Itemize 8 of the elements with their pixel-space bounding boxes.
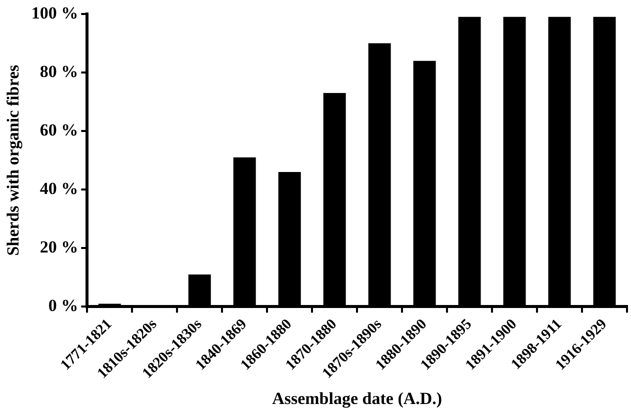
- x-axis-title: Assemblage date (A.D.): [272, 389, 442, 408]
- y-tick-label: 40 %: [40, 178, 78, 198]
- y-tick-label: 80 %: [40, 62, 78, 81]
- y-tick-label: 100 %: [31, 3, 78, 22]
- y-tick-label: 60 %: [40, 120, 78, 140]
- y-axis-title: Sherds with organic fibres: [4, 64, 23, 256]
- y-tick-label: 20 %: [40, 238, 78, 257]
- y-tick-label: 0 %: [48, 296, 78, 316]
